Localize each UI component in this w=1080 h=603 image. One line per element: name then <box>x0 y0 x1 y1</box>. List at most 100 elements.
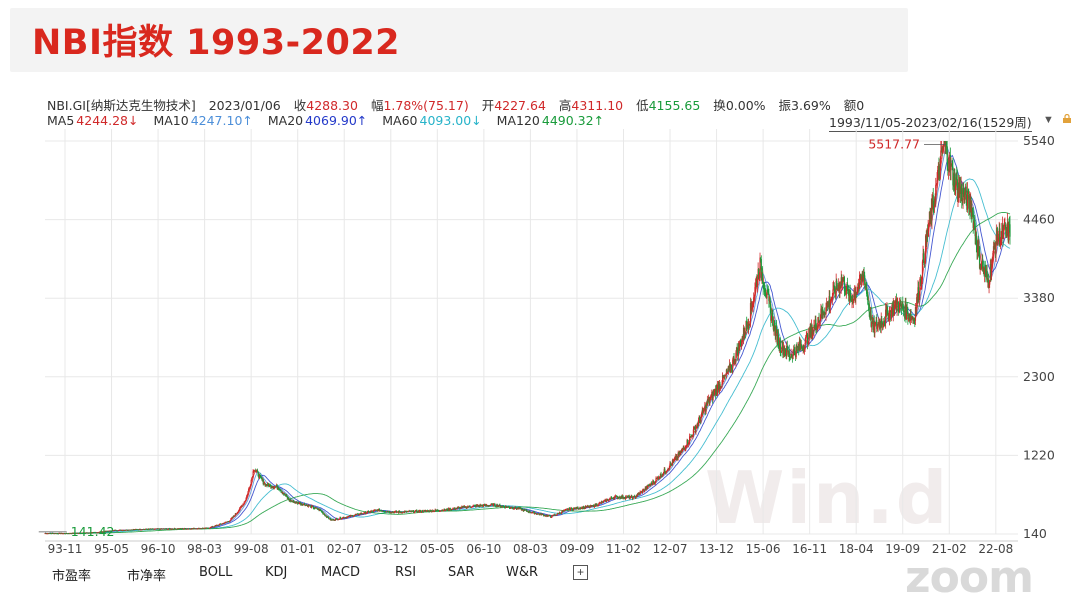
tab-pe[interactable]: 市盈率 <box>52 569 92 584</box>
candle-body <box>656 477 658 479</box>
candle-body <box>695 427 697 433</box>
tab-macd[interactable]: MACD <box>321 565 360 580</box>
candle-body <box>774 321 776 326</box>
lock-icon[interactable] <box>1062 114 1072 123</box>
candle-body <box>541 514 544 515</box>
candle-body <box>631 495 633 498</box>
candle-body <box>570 507 573 509</box>
candle-body <box>319 509 321 511</box>
candle-body <box>516 508 518 510</box>
candle-body <box>786 345 788 350</box>
candle-body <box>928 211 931 224</box>
candle-body <box>933 205 935 208</box>
candle-body <box>756 279 759 288</box>
candle-body <box>369 511 372 513</box>
candle-body <box>411 510 413 512</box>
candle-body <box>650 482 652 486</box>
tab-boll[interactable]: BOLL <box>199 565 233 580</box>
candle-body <box>232 515 235 518</box>
candle-body <box>322 512 324 514</box>
candle-body <box>973 222 976 224</box>
ma5-label: MA5 <box>47 113 75 128</box>
candle-body <box>206 527 209 529</box>
candle-body <box>663 469 665 473</box>
candle-body <box>238 509 240 511</box>
candle-body <box>314 507 316 509</box>
tab-sar[interactable]: SAR <box>448 565 475 580</box>
candle-body <box>284 495 287 497</box>
candle-body <box>179 528 181 530</box>
candle-body <box>284 493 286 496</box>
candle-body <box>541 514 543 516</box>
candle-body <box>579 507 581 509</box>
tab-rsi[interactable]: RSI <box>395 565 417 580</box>
candle-body <box>467 506 469 508</box>
dropdown-triangle-icon[interactable]: ▼ <box>1043 114 1054 126</box>
candle-body <box>975 235 977 237</box>
open-field: 开4227.64 <box>482 98 546 113</box>
candle-body <box>387 511 389 513</box>
candle-body <box>149 528 151 530</box>
candle-body <box>840 285 842 288</box>
candle-body <box>224 521 226 523</box>
candle-body <box>456 507 458 509</box>
candle-body <box>593 506 596 508</box>
candle-body <box>944 141 946 142</box>
candle-body <box>816 328 818 330</box>
candle-body <box>659 473 662 478</box>
candle-body <box>823 312 825 316</box>
candle-body <box>102 531 104 533</box>
candle-body <box>583 506 585 509</box>
candle-body <box>79 533 81 534</box>
candle-body <box>682 448 684 450</box>
candle-body <box>920 282 922 284</box>
candle-body <box>253 470 255 472</box>
candle-body <box>510 507 512 509</box>
tab-pb[interactable]: 市净率 <box>127 569 167 584</box>
candle-body <box>982 268 984 272</box>
candle-body <box>603 500 605 502</box>
candle-body <box>188 528 190 530</box>
candle-body <box>534 513 536 515</box>
candle-body <box>761 272 764 284</box>
candle-body <box>422 511 424 513</box>
candle-body <box>273 487 275 489</box>
candle-body <box>854 291 856 299</box>
candle-body <box>90 532 92 534</box>
candle-body <box>958 182 960 194</box>
candle-body <box>338 519 340 520</box>
candle-body <box>404 511 406 513</box>
candle-body <box>61 533 63 534</box>
date-range-selector[interactable]: 1993/11/05-2023/02/16(1529周) <box>829 112 1032 132</box>
candle-body <box>192 527 195 529</box>
candle-body <box>796 347 799 348</box>
candle-body <box>734 359 736 362</box>
candle-body <box>295 501 297 503</box>
candle-body <box>218 524 220 526</box>
candle-body <box>489 505 491 506</box>
candle-body <box>654 481 656 484</box>
candle-body <box>653 481 655 484</box>
candle-body <box>669 463 672 465</box>
candle-body <box>301 503 303 505</box>
candle-body <box>644 487 646 490</box>
candle-body <box>383 511 385 513</box>
candle-body <box>355 514 357 516</box>
candle-body <box>382 510 384 512</box>
candle-body <box>445 509 447 511</box>
candle-body <box>991 260 993 267</box>
candle-body <box>534 513 537 514</box>
add-indicator-button[interactable]: + <box>573 565 588 580</box>
candle-body <box>457 507 459 509</box>
candle-body <box>173 528 176 530</box>
candle-body <box>612 497 615 499</box>
candle-body <box>701 412 703 418</box>
candle-body <box>93 532 96 534</box>
candle-body <box>899 302 901 312</box>
candle-body <box>300 503 302 505</box>
tab-kdj[interactable]: KDJ <box>265 565 288 580</box>
candle-body <box>817 322 819 329</box>
candle-body <box>163 528 165 530</box>
tab-wr[interactable]: W&R <box>506 565 539 580</box>
